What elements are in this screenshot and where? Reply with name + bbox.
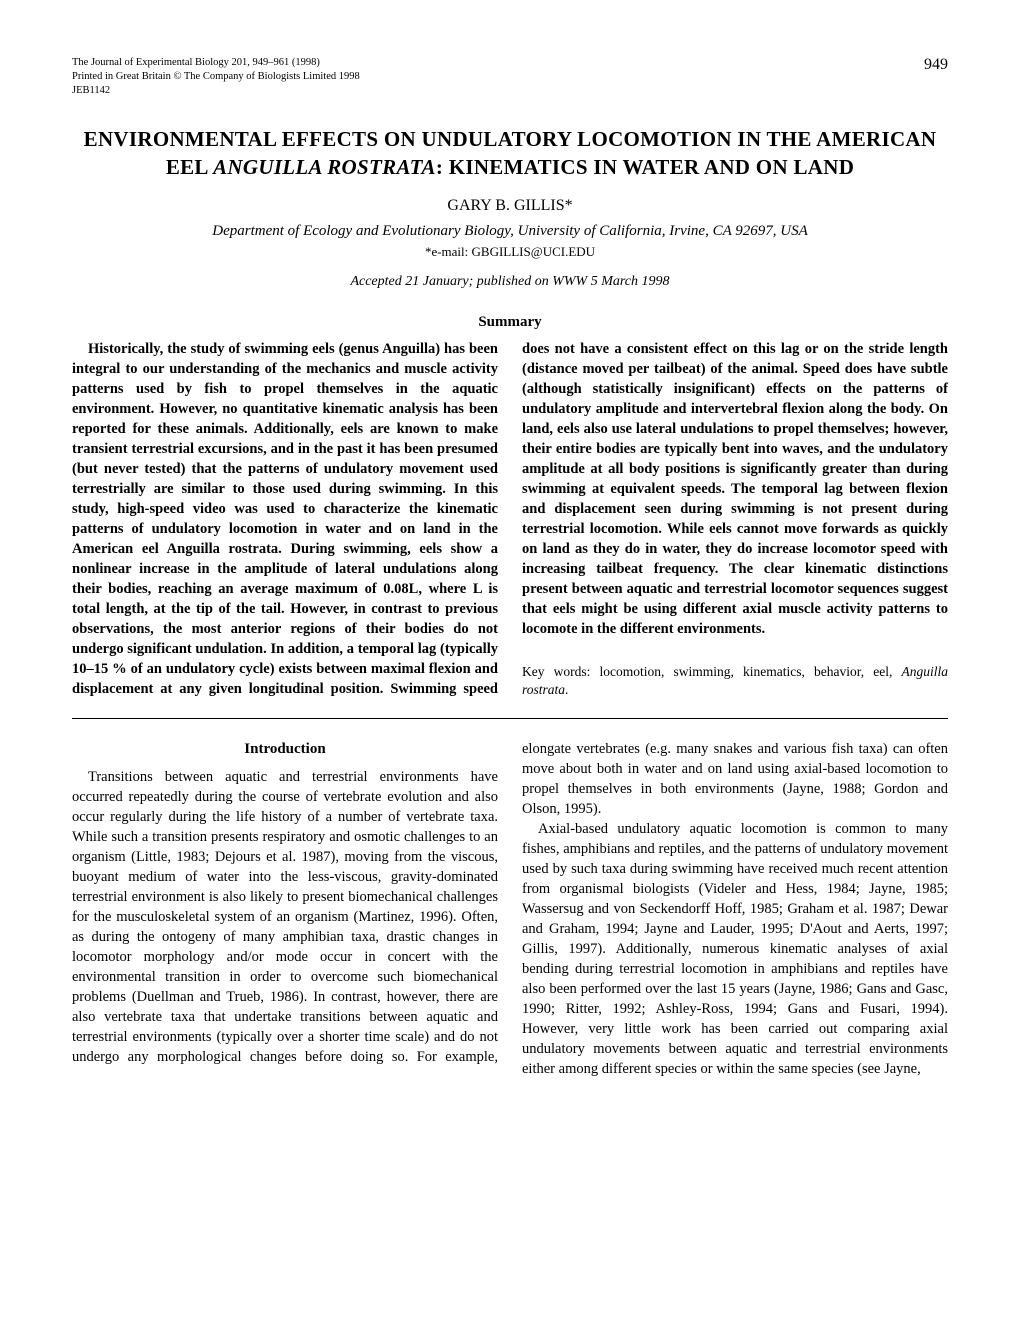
keywords: Key words: locomotion, swimming, kinemat… [522,663,948,699]
introduction-section: Introduction Transitions between aquatic… [72,739,948,1079]
title-line-2-prefix: EEL [166,155,213,179]
summary-heading: Summary [72,314,948,331]
page-number: 949 [924,56,948,74]
title-line-2-suffix: : KINEMATICS IN WATER AND ON LAND [436,155,854,179]
intro-paragraph-2: Axial-based undulatory aquatic locomotio… [522,819,948,1079]
author-name: GARY B. GILLIS* [72,197,948,215]
keywords-prefix: Key words: locomotion, swimming, kinemat… [522,664,902,679]
journal-line-1: The Journal of Experimental Biology 201,… [72,56,948,70]
author-email: *e-mail: GBGILLIS@UCI.EDU [72,244,948,260]
section-divider [72,718,948,719]
journal-header: The Journal of Experimental Biology 201,… [72,56,948,99]
accepted-date: Accepted 21 January; published on WWW 5 … [72,274,948,290]
author-affiliation: Department of Ecology and Evolutionary B… [72,223,948,240]
keywords-suffix: . [565,682,568,697]
title-line-1: ENVIRONMENTAL EFFECTS ON UNDULATORY LOCO… [84,127,937,151]
journal-line-3: JEB1142 [72,84,948,98]
introduction-heading: Introduction [72,739,498,760]
journal-line-2: Printed in Great Britain © The Company o… [72,70,948,84]
title-line-2-italic: ANGUILLA ROSTRATA [213,155,436,179]
article-title: ENVIRONMENTAL EFFECTS ON UNDULATORY LOCO… [72,125,948,182]
summary-paragraph: Historically, the study of swimming eels… [72,339,948,699]
summary-section: Historically, the study of swimming eels… [72,339,948,699]
